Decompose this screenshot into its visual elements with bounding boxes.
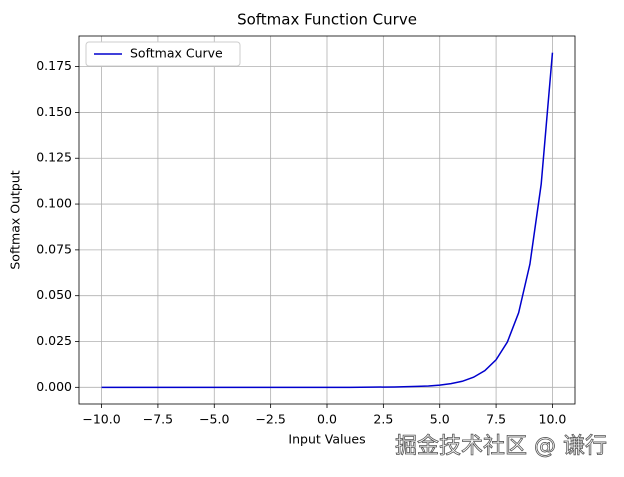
plot-frame — [78, 35, 576, 405]
x-tick-label: 2.5 — [373, 412, 393, 427]
x-tick-label: 0.0 — [317, 412, 337, 427]
y-tick-label: 0.050 — [36, 287, 72, 302]
line-series — [101, 52, 554, 389]
x-tick-label: −5.0 — [199, 412, 229, 427]
legend-box — [85, 41, 241, 67]
y-tick-label: 0.125 — [36, 150, 72, 165]
y-tick-label: 0.075 — [36, 241, 72, 256]
legend-label: Softmax Curve — [130, 46, 223, 61]
watermark: 掘金技术社区 @ 谦行 — [395, 434, 607, 459]
y-tick-label: 0.175 — [36, 58, 72, 73]
x-tick-label: −2.5 — [255, 412, 285, 427]
y-tick-label: 0.150 — [36, 104, 72, 119]
y-axis-label: Softmax Output — [8, 170, 23, 269]
x-tick-label: 5.0 — [430, 412, 450, 427]
x-axis-label: Input Values — [288, 432, 365, 447]
x-tick-label: −10.0 — [82, 412, 120, 427]
x-tick-label: 7.5 — [486, 412, 506, 427]
x-tick-label: −7.5 — [143, 412, 173, 427]
y-tick-label: 0.100 — [36, 196, 72, 211]
x-tick-label: 10.0 — [539, 412, 567, 427]
y-tick-label: 0.000 — [36, 379, 72, 394]
chart-title: Softmax Function Curve — [237, 11, 417, 29]
y-tick-label: 0.025 — [36, 333, 72, 348]
